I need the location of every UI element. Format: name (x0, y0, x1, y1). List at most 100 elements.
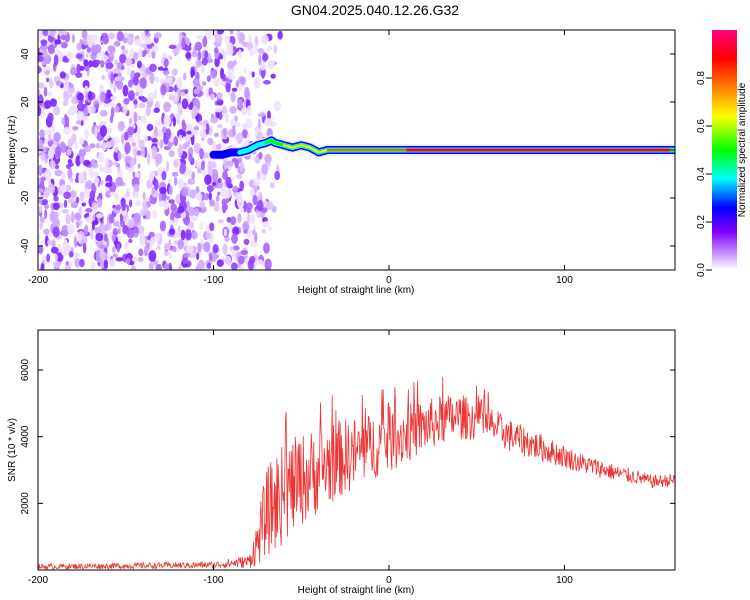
noise-speckle (43, 86, 48, 97)
noise-speckle (213, 201, 220, 213)
noise-speckle (102, 35, 109, 45)
noise-speckle (94, 59, 101, 65)
noise-speckle (238, 255, 245, 265)
noise-speckle (109, 258, 116, 268)
noise-speckle (61, 171, 66, 181)
noise-speckle (248, 70, 252, 76)
noise-speckle (76, 42, 82, 51)
noise-speckle (257, 118, 261, 129)
noise-speckle (182, 142, 188, 150)
noise-speckle (59, 71, 66, 79)
noise-speckle (261, 163, 269, 175)
noise-speckle (53, 54, 59, 67)
noise-speckle (49, 98, 57, 107)
noise-speckle (264, 117, 272, 127)
noise-speckle (169, 219, 174, 227)
noise-speckle (151, 145, 158, 158)
noise-speckle (126, 228, 135, 239)
noise-speckle (63, 191, 71, 200)
noise-speckle (79, 156, 85, 164)
noise-speckle (131, 265, 137, 270)
noise-speckle (149, 72, 155, 85)
noise-speckle (91, 106, 96, 115)
noise-speckle (177, 178, 184, 190)
x-tick-label: -100 (203, 575, 223, 586)
noise-speckle (51, 239, 56, 249)
noise-speckle (237, 49, 242, 59)
noise-speckle (235, 174, 243, 179)
noise-speckle (128, 199, 133, 208)
noise-speckle (40, 263, 45, 270)
noise-speckle (241, 107, 246, 115)
noise-speckle (77, 233, 82, 244)
noise-speckle (153, 178, 159, 191)
noise-speckle (243, 67, 248, 74)
noise-speckle (193, 88, 200, 95)
noise-speckle (69, 190, 77, 199)
noise-speckle (193, 125, 200, 131)
noise-speckle (105, 103, 109, 108)
noise-speckle (210, 116, 219, 124)
noise-speckle (202, 35, 208, 48)
noise-speckle (181, 122, 187, 132)
noise-speckle (205, 123, 210, 135)
snr-y-ticks: 2000 4000 6000 (20, 358, 675, 514)
noise-speckle (237, 98, 243, 109)
noise-speckle (153, 260, 159, 266)
noise-speckle (81, 202, 87, 207)
noise-speckle (267, 110, 271, 121)
noise-speckle (73, 236, 78, 248)
noise-speckle (191, 105, 199, 117)
noise-speckle (39, 129, 45, 138)
noise-speckle (239, 161, 244, 173)
noise-speckle (82, 235, 88, 245)
noise-speckle (261, 228, 266, 234)
noise-speckle (254, 42, 258, 55)
noise-speckle (232, 226, 240, 236)
noise-speckle (195, 192, 203, 202)
noise-speckle (161, 170, 167, 181)
noise-speckle (114, 146, 119, 153)
noise-speckle (119, 76, 125, 81)
noise-speckle (163, 114, 171, 127)
snr-x-axis-label: Height of straight line (km) (298, 585, 415, 596)
noise-speckle (168, 253, 173, 259)
noise-speckle (82, 242, 87, 254)
noise-speckle (227, 60, 235, 70)
noise-speckle (260, 34, 269, 44)
noise-speckle (54, 253, 59, 261)
noise-speckle (171, 171, 179, 177)
x-tick-label: -100 (203, 275, 223, 286)
noise-speckle (163, 58, 169, 68)
noise-speckle (120, 45, 126, 51)
noise-speckle (112, 68, 120, 74)
noise-speckle (194, 159, 201, 169)
noise-speckle (99, 120, 108, 127)
noise-speckle (42, 199, 49, 205)
noise-speckle (205, 225, 210, 234)
noise-speckle (55, 80, 62, 87)
noise-speckle (199, 120, 203, 126)
noise-speckle (117, 151, 122, 161)
noise-speckle (91, 45, 96, 53)
noise-speckle (168, 55, 173, 61)
noise-speckle (256, 200, 264, 212)
noise-speckle (204, 30, 208, 37)
noise-speckle (54, 39, 62, 45)
noise-speckle (74, 177, 80, 184)
noise-speckle (146, 153, 151, 165)
noise-speckle (227, 74, 236, 80)
noise-speckle (191, 50, 198, 58)
x-tick-label: 100 (556, 275, 573, 286)
noise-speckle (194, 41, 203, 51)
noise-speckle (63, 126, 71, 135)
noise-speckle (181, 98, 189, 110)
noise-speckle (180, 229, 186, 241)
noise-speckle (168, 185, 173, 196)
noise-speckle (192, 129, 199, 136)
noise-speckle (133, 148, 137, 159)
noise-speckle (63, 199, 68, 208)
noise-speckle (153, 88, 158, 100)
noise-speckle (166, 195, 170, 201)
noise-speckle (252, 194, 258, 206)
